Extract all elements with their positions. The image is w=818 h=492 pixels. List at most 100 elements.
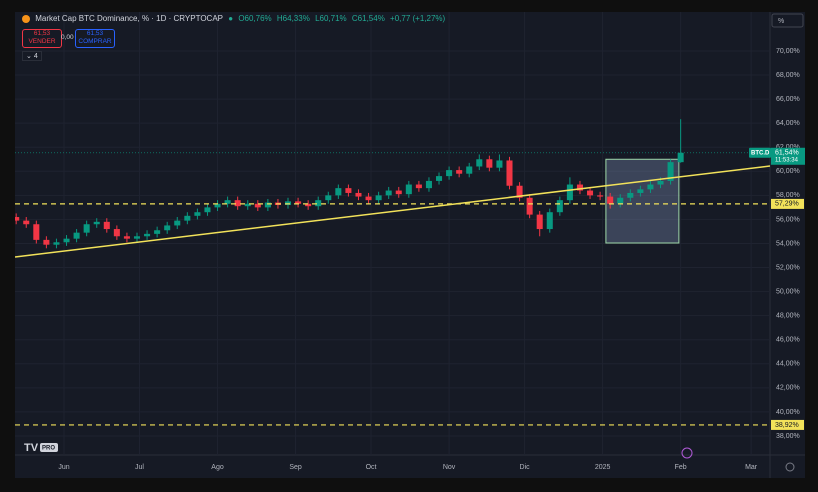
y-tick-label: 58,00% [776, 192, 800, 199]
y-tick-label: 70,00% [776, 48, 800, 55]
candle-body [506, 160, 513, 186]
y-tick-label: 40,00% [776, 409, 800, 416]
x-tick-label: Oct [366, 464, 377, 471]
candle-body [53, 242, 60, 245]
low: L60,71% [315, 14, 347, 23]
scale-unit[interactable]: % [778, 18, 784, 25]
indicators-count: 4 [33, 53, 38, 60]
indicators-toggle[interactable]: ⌄ 4 [22, 51, 42, 61]
y-tick-label: 50,00% [776, 288, 800, 295]
countdown: 11:53:34 [775, 157, 799, 163]
candle-body [516, 185, 523, 198]
y-tick-label: 48,00% [776, 313, 800, 320]
logo-badge [40, 443, 58, 452]
price-label-box [771, 419, 804, 430]
candle-body [385, 190, 392, 196]
candle-body [587, 190, 594, 196]
y-tick-label: 44,00% [776, 361, 800, 368]
candle-body [295, 201, 302, 204]
candle-body [174, 220, 181, 226]
candle-body [224, 200, 231, 204]
candle-body [123, 236, 130, 239]
x-tick-label: Nov [443, 464, 456, 471]
symbol-box [749, 147, 771, 158]
candle-body [305, 203, 312, 207]
candle-body [214, 203, 221, 208]
y-tick-label: 42,00% [776, 385, 800, 392]
y-tick-label: 68,00% [776, 72, 800, 79]
plot-area [15, 12, 770, 455]
candle-body [63, 238, 70, 243]
buy-price: 61,53 [86, 30, 104, 37]
candle-body [23, 220, 30, 225]
candle-body [627, 192, 634, 198]
candle-body [546, 212, 553, 230]
high: H64,33% [276, 14, 310, 23]
x-tick-label: Mar [745, 464, 758, 471]
candle-body [154, 230, 161, 234]
candle-body [375, 195, 382, 201]
logo-mark: TV [24, 442, 39, 454]
change: +0,77 (+1,27%) [390, 14, 446, 23]
candle-body [184, 215, 191, 221]
candle-body [657, 180, 664, 185]
candle-body [446, 170, 453, 177]
price-label: 38,92% [775, 422, 799, 429]
event-icon[interactable] [681, 447, 693, 459]
x-tick-label: Ago [211, 464, 224, 471]
candle-body [93, 221, 100, 225]
settings-icon[interactable] [785, 462, 795, 472]
candle-body [647, 184, 654, 190]
candle-body [325, 195, 332, 201]
sell-button[interactable]: 61,53 VENDER [22, 29, 62, 48]
y-tick-label: 60,00% [776, 168, 800, 175]
chart-background [15, 12, 805, 478]
candle-body [264, 202, 271, 208]
candle-body [103, 221, 110, 230]
y-tick-label: 66,00% [776, 96, 800, 103]
candle-body [456, 170, 463, 174]
rectangle-annotation [605, 158, 680, 244]
candle-body [466, 166, 473, 174]
candle-body [365, 196, 372, 201]
candle-body [83, 224, 90, 233]
candle-body [335, 188, 342, 196]
candle-body [113, 229, 120, 237]
candle-body [425, 180, 432, 189]
status-dot: ● [228, 14, 234, 23]
candle-body [133, 236, 141, 239]
candle-body [15, 217, 20, 221]
candle-body [194, 212, 201, 216]
candle-body [244, 203, 251, 207]
buy-label: COMPRAR [78, 38, 112, 45]
candle-body [284, 201, 292, 205]
x-tick-label: Jun [58, 464, 69, 471]
y-tick-label: 46,00% [776, 337, 800, 344]
logo: TV PRO [24, 442, 58, 454]
x-tick-label: Feb [675, 464, 687, 471]
candle-body [395, 190, 402, 195]
close: C61,54% [351, 14, 385, 23]
candle-body [355, 192, 362, 197]
y-tick-label: 62,00% [776, 144, 800, 151]
scale-button[interactable] [771, 13, 804, 28]
x-tick-label: 2025 [595, 464, 611, 471]
last-price-box [771, 147, 805, 165]
y-tick-label: 52,00% [776, 264, 800, 271]
y-tick-label: 56,00% [776, 216, 800, 223]
candle-body [144, 233, 151, 237]
symbol-label: BTC.D [751, 150, 770, 156]
logo-text: PRO [42, 446, 55, 452]
candle-body [667, 162, 674, 181]
candle-body [33, 224, 40, 240]
candle-body [607, 196, 614, 204]
sell-label: VENDER [28, 38, 56, 45]
candle-body [677, 152, 684, 163]
candle-body [234, 200, 241, 207]
last-price-label: 61,54% [775, 150, 799, 157]
candle-body [415, 184, 422, 189]
buy-button[interactable]: 61,53 COMPRAR [75, 29, 115, 48]
candle-body [486, 159, 493, 168]
